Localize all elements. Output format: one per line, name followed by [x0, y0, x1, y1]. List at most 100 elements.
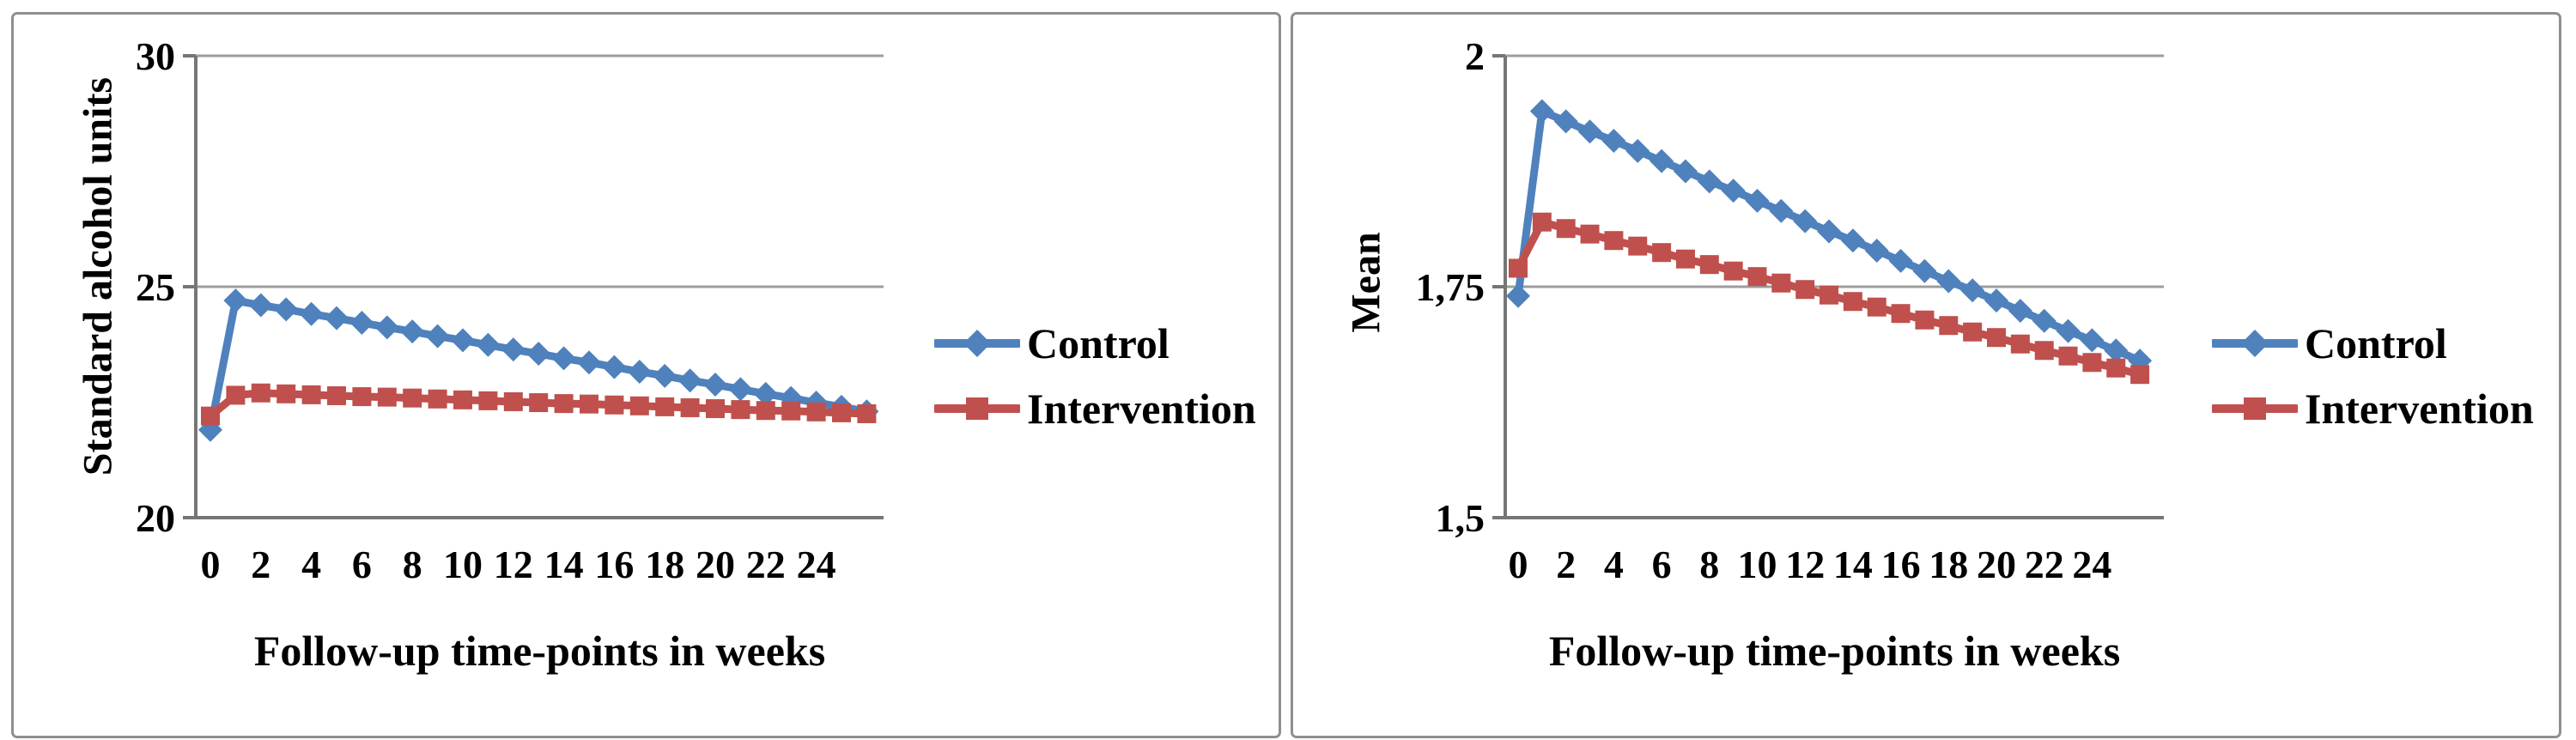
data-point-control: [1936, 269, 1961, 294]
data-point-intervention: [478, 391, 498, 410]
data-point-intervention: [1580, 224, 1600, 244]
data-point-intervention: [731, 400, 750, 420]
data-point-control: [1553, 109, 1578, 134]
data-point-intervention: [226, 385, 246, 405]
data-point-intervention: [377, 387, 397, 407]
x-tick-label: 8: [1699, 543, 1719, 586]
x-tick-label: 0: [1509, 543, 1528, 586]
control-line-marker-icon: [2212, 330, 2298, 357]
data-point-intervention: [629, 396, 649, 415]
data-point-intervention: [1556, 219, 1576, 239]
data-point-control: [1601, 128, 1626, 153]
y-tick-label: 30: [136, 34, 175, 78]
x-tick-label: 22: [746, 543, 786, 586]
data-point-intervention: [1604, 231, 1624, 251]
x-tick-label: 18: [1929, 543, 1968, 586]
data-point-control: [2104, 338, 2129, 363]
x-tick-label: 14: [1833, 543, 1873, 586]
data-point-intervention: [1939, 316, 1959, 336]
data-point-intervention: [503, 391, 523, 411]
data-point-control: [374, 315, 399, 340]
legend-item-intervention: Intervention: [934, 385, 1256, 433]
x-tick-label: 2: [251, 543, 270, 586]
x-tick-label: 18: [645, 543, 684, 586]
y-tick-label: 1,5: [1436, 496, 1485, 540]
data-point-intervention: [1532, 212, 1552, 232]
x-tick-label: 24: [2072, 543, 2111, 586]
data-point-control: [1697, 169, 1722, 194]
legend-marker: [2244, 397, 2266, 420]
data-point-control: [2008, 298, 2032, 323]
x-tick-label: 16: [594, 543, 634, 586]
data-point-intervention: [2058, 346, 2078, 366]
data-point-control: [299, 301, 324, 326]
legend-marker: [963, 330, 991, 357]
data-point-intervention: [453, 390, 472, 409]
left-legend: Control Intervention: [934, 319, 1256, 433]
data-point-intervention: [680, 397, 700, 417]
x-tick-label: 24: [797, 543, 836, 586]
data-point-control: [1673, 159, 1698, 184]
data-point-intervention: [1652, 243, 1672, 263]
data-point-intervention: [1963, 322, 1983, 342]
legend-item-intervention: Intervention: [2212, 385, 2534, 433]
data-point-intervention: [2130, 365, 2150, 385]
data-point-intervention: [1628, 236, 1648, 256]
data-point-control: [248, 293, 273, 318]
legend-label-control: Control: [1027, 319, 1170, 367]
x-tick-label: 14: [544, 543, 584, 586]
intervention-line-marker-icon: [934, 397, 1020, 420]
data-point-control: [1840, 228, 1865, 253]
data-point-control: [451, 328, 475, 353]
x-tick-label: 12: [494, 543, 533, 586]
data-point-control: [501, 337, 526, 362]
data-point-intervention: [529, 393, 549, 413]
data-point-intervention: [1771, 273, 1791, 293]
data-point-control: [1577, 119, 1602, 144]
data-point-intervention: [1891, 304, 1911, 324]
data-point-control: [653, 363, 677, 388]
right-x-axis-title: Follow-up time-points in weeks: [1548, 627, 2121, 675]
data-point-intervention: [2082, 353, 2102, 373]
data-point-control: [325, 306, 349, 331]
x-tick-label: 6: [352, 543, 372, 586]
data-point-control: [526, 342, 551, 367]
data-point-intervention: [1843, 292, 1862, 312]
data-point-control: [2032, 308, 2057, 333]
data-point-control: [728, 377, 753, 402]
data-point-intervention: [1747, 267, 1767, 287]
data-point-control: [1649, 149, 1674, 173]
data-point-control: [400, 319, 425, 344]
data-point-intervention: [1509, 258, 1528, 278]
data-point-intervention: [806, 402, 826, 422]
data-point-intervention: [428, 389, 447, 409]
y-tick-label: 20: [136, 496, 175, 540]
intervention-line-marker-icon: [2212, 397, 2298, 420]
data-point-control: [1793, 209, 1818, 234]
data-point-intervention: [1723, 261, 1743, 281]
legend-marker: [2241, 330, 2269, 357]
data-point-control: [1769, 198, 1794, 223]
data-point-intervention: [2106, 358, 2126, 378]
data-point-intervention: [251, 383, 270, 403]
data-point-control: [1817, 219, 1842, 244]
data-point-control: [425, 324, 450, 349]
x-tick-label: 12: [1785, 543, 1825, 586]
data-point-control: [627, 359, 652, 384]
data-point-control: [2056, 318, 2081, 343]
data-point-control: [1745, 188, 1770, 213]
data-point-intervention: [1795, 280, 1815, 300]
x-tick-label: 20: [1977, 543, 2016, 586]
data-point-intervention: [276, 384, 296, 403]
x-tick-label: 4: [1604, 543, 1624, 586]
x-tick-label: 4: [301, 543, 321, 586]
data-point-control: [1912, 258, 1937, 283]
data-point-control: [677, 368, 702, 393]
data-point-intervention: [832, 403, 851, 422]
data-point-intervention: [605, 395, 624, 415]
data-point-control: [551, 346, 576, 371]
y-tick-label: 1,75: [1416, 265, 1485, 309]
